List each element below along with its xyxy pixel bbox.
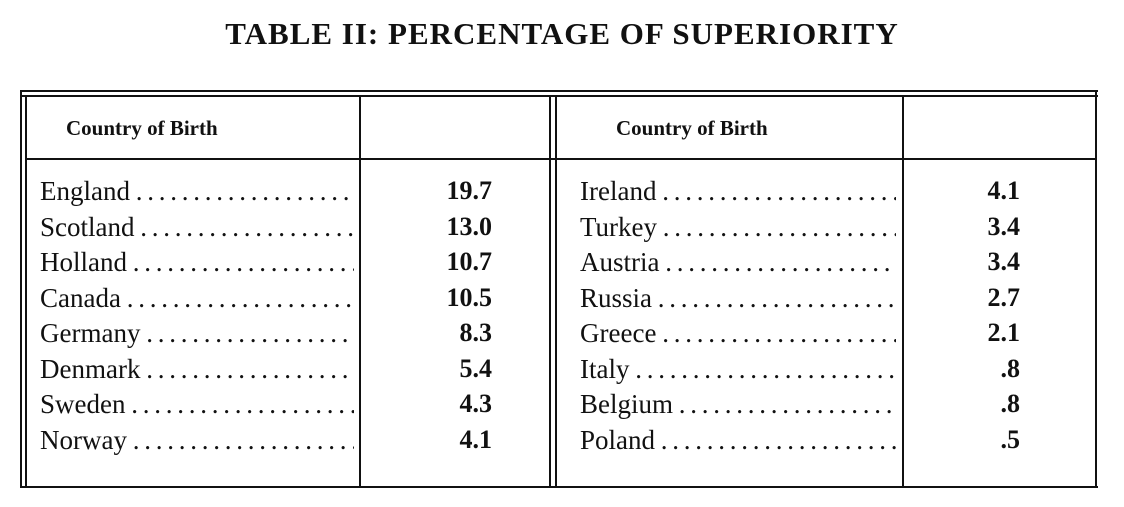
percentage-value: 2.7 xyxy=(987,282,1021,312)
percentage-value: 19.7 xyxy=(446,176,493,205)
rule xyxy=(25,158,1095,160)
percentage-value: 8.3 xyxy=(459,318,493,347)
rule xyxy=(359,95,361,486)
country-name: Russia xyxy=(580,281,896,315)
rule xyxy=(20,90,1098,92)
percentage-value: 2.1 xyxy=(987,318,1021,347)
column-header: Country of Birth xyxy=(616,116,768,140)
country-name: Belgium xyxy=(580,387,896,421)
rule xyxy=(555,95,557,486)
country-name: Canada xyxy=(40,281,354,315)
percentage-value: 4.3 xyxy=(459,389,493,418)
percentage-value: 5.4 xyxy=(459,353,493,383)
column-header: Country of Birth xyxy=(66,116,218,140)
rule xyxy=(20,95,1098,97)
country-name: Poland xyxy=(580,423,896,457)
country-name: Italy xyxy=(580,352,896,386)
table-title: TABLE II: PERCENTAGE OF SUPERIORITY xyxy=(225,16,899,51)
rule xyxy=(20,90,22,488)
country-name: England xyxy=(40,174,354,208)
percentage-value: .8 xyxy=(1000,389,1021,418)
percentage-value: 4.1 xyxy=(459,424,493,454)
percentage-value: 3.4 xyxy=(987,211,1021,241)
country-name: Greece xyxy=(580,316,896,350)
rule xyxy=(20,486,1098,488)
country-name: Norway xyxy=(40,423,354,457)
percentage-value: 3.4 xyxy=(987,247,1021,276)
country-name: Denmark xyxy=(40,352,354,386)
percentage-value: 4.1 xyxy=(987,176,1021,205)
rule xyxy=(25,95,27,488)
percentage-value: .8 xyxy=(1000,353,1021,383)
country-name: Holland xyxy=(40,245,354,279)
percentage-value: 13.0 xyxy=(446,211,493,241)
country-name: Ireland xyxy=(580,174,896,208)
rule xyxy=(902,95,904,486)
percentage-value: 10.5 xyxy=(446,282,493,312)
percentage-value: .5 xyxy=(1000,424,1021,454)
percentage-value: 10.7 xyxy=(446,247,493,276)
country-name: Scotland xyxy=(40,210,354,244)
country-name: Turkey xyxy=(580,210,896,244)
country-name: Austria xyxy=(580,245,896,279)
rule xyxy=(549,95,551,486)
country-name: Germany xyxy=(40,316,354,350)
country-name: Sweden xyxy=(40,387,354,421)
rule xyxy=(1095,90,1097,488)
